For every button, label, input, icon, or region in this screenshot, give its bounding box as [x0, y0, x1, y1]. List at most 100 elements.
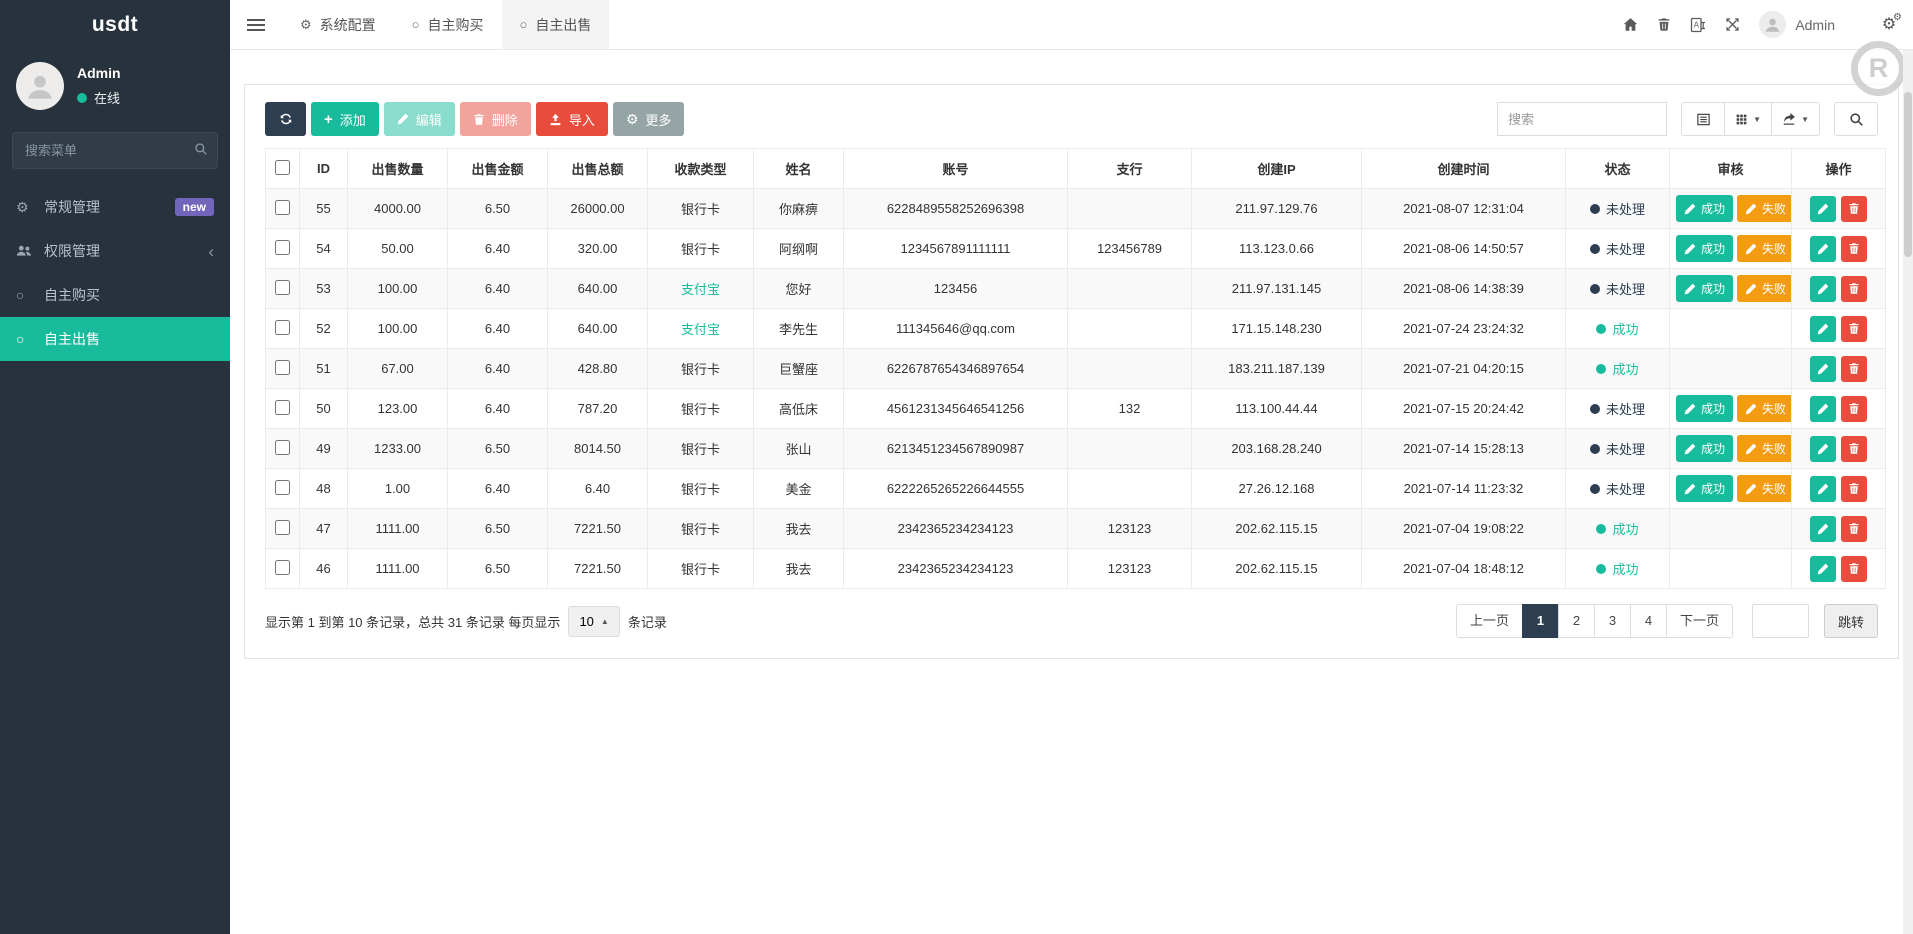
row-checkbox[interactable]	[275, 319, 290, 335]
audit-success-button[interactable]: 成功	[1676, 235, 1734, 262]
cell-status: 未处理	[1565, 428, 1670, 469]
row-checkbox[interactable]	[275, 279, 290, 295]
cell-account: 6226787654346897654	[843, 348, 1068, 389]
audit-success-button[interactable]: 成功	[1676, 195, 1734, 222]
column-header[interactable]: 出售数量	[347, 148, 448, 189]
audit-fail-button[interactable]: 失败	[1737, 275, 1791, 302]
row-delete-button[interactable]	[1841, 275, 1867, 302]
add-button[interactable]: + 添加	[311, 102, 379, 136]
row-edit-button[interactable]	[1810, 435, 1836, 462]
row-checkbox[interactable]	[275, 199, 290, 215]
sidebar-search-input[interactable]	[12, 132, 218, 169]
row-edit-button[interactable]	[1810, 195, 1836, 222]
column-header[interactable]: 出售总额	[547, 148, 648, 189]
column-header[interactable]: 收款类型	[647, 148, 754, 189]
column-header[interactable]: ID	[299, 148, 348, 189]
scrollbar-thumb[interactable]	[1904, 92, 1912, 257]
sidebar-toggle-button[interactable]	[230, 0, 282, 49]
import-button[interactable]: 导入	[535, 102, 608, 136]
column-header[interactable]: 创建IP	[1191, 148, 1362, 189]
scrollbar[interactable]	[1903, 50, 1913, 934]
row-delete-button[interactable]	[1841, 315, 1867, 342]
next-page-button[interactable]: 下一页	[1665, 604, 1733, 638]
export-button[interactable]: ▼	[1772, 102, 1820, 136]
tab-self-buy[interactable]: ○ 自主购买	[394, 0, 502, 49]
edit-button[interactable]: 编辑	[383, 102, 455, 136]
row-delete-button[interactable]	[1841, 435, 1867, 462]
search-submit-button[interactable]	[1834, 102, 1878, 136]
row-delete-button[interactable]	[1841, 555, 1867, 582]
home-button[interactable]	[1613, 0, 1647, 50]
row-delete-button[interactable]	[1841, 475, 1867, 502]
navbar-username[interactable]: Admin	[1795, 16, 1835, 33]
row-delete-button[interactable]	[1841, 355, 1867, 382]
row-edit-button[interactable]	[1810, 275, 1836, 302]
prev-page-button[interactable]: 上一页	[1455, 604, 1523, 638]
audit-success-button[interactable]: 成功	[1676, 275, 1734, 302]
audit-success-button[interactable]: 成功	[1676, 475, 1734, 502]
sidebar-item-self-buy[interactable]: ○ 自主购买	[0, 273, 230, 317]
page-number-button[interactable]: 3	[1593, 604, 1631, 638]
columns-button[interactable]: ▼	[1725, 102, 1773, 136]
fullscreen-button[interactable]	[1715, 0, 1749, 50]
sidebar-item-self-sell[interactable]: ○ 自主出售	[0, 317, 230, 361]
row-edit-button[interactable]	[1810, 515, 1836, 542]
navbar-avatar[interactable]	[1759, 11, 1787, 38]
row-edit-button[interactable]	[1810, 235, 1836, 262]
row-checkbox[interactable]	[275, 439, 290, 455]
jump-button[interactable]: 跳转	[1823, 604, 1878, 638]
column-header[interactable]: 操作	[1791, 148, 1886, 189]
row-delete-button[interactable]	[1841, 195, 1867, 222]
row-delete-button[interactable]	[1841, 395, 1867, 422]
column-header[interactable]: 支行	[1067, 148, 1192, 189]
sidebar-item-general[interactable]: ⚙ 常规管理 new	[0, 185, 230, 229]
audit-fail-button[interactable]: 失败	[1737, 195, 1791, 222]
paging-toggle-button[interactable]	[1681, 102, 1726, 136]
row-checkbox[interactable]	[275, 479, 290, 495]
audit-fail-button[interactable]: 失败	[1737, 435, 1791, 462]
page-number-button[interactable]: 1	[1521, 604, 1559, 638]
select-all-checkbox[interactable]	[275, 159, 290, 175]
row-checkbox[interactable]	[275, 559, 290, 575]
row-edit-button[interactable]	[1810, 475, 1836, 502]
column-header[interactable]: 账号	[843, 148, 1068, 189]
settings-button[interactable]: ⚙ ⚙	[1877, 0, 1902, 50]
audit-success-button[interactable]: 成功	[1676, 435, 1734, 462]
column-header[interactable]: 创建时间	[1361, 148, 1566, 189]
column-header[interactable]: 出售金额	[447, 148, 548, 189]
refresh-button[interactable]	[265, 102, 306, 136]
clear-cache-button[interactable]	[1647, 0, 1681, 50]
row-delete-button[interactable]	[1841, 515, 1867, 542]
column-header[interactable]: 审核	[1669, 148, 1792, 189]
cell-id: 52	[299, 308, 348, 349]
audit-fail-button[interactable]: 失败	[1737, 235, 1791, 262]
row-checkbox[interactable]	[275, 519, 290, 535]
row-checkbox[interactable]	[275, 239, 290, 255]
row-edit-button[interactable]	[1810, 315, 1836, 342]
table-search-input[interactable]	[1497, 102, 1668, 136]
jump-page-input[interactable]	[1751, 604, 1809, 638]
row-edit-button[interactable]	[1810, 555, 1836, 582]
tab-system-config[interactable]: ⚙ 系统配置	[282, 0, 394, 49]
row-checkbox[interactable]	[275, 359, 290, 375]
pager: 上一页 1 2 3 4 下一页 跳转	[1455, 604, 1878, 638]
column-header[interactable]: 状态	[1565, 148, 1670, 189]
language-button[interactable]: A	[1681, 0, 1715, 50]
column-header[interactable]: 姓名	[753, 148, 844, 189]
tab-self-sell[interactable]: ○ 自主出售	[501, 0, 610, 49]
page-number-button[interactable]: 2	[1557, 604, 1595, 638]
sidebar-item-permissions[interactable]: 权限管理 ‹	[0, 229, 230, 273]
row-edit-button[interactable]	[1810, 395, 1836, 422]
row-checkbox[interactable]	[275, 399, 290, 415]
row-delete-button[interactable]	[1841, 235, 1867, 262]
page-size-dropdown[interactable]: 10 ▲	[568, 605, 620, 637]
cell-id: 47	[299, 508, 348, 549]
cell-price: 6.50	[447, 188, 548, 229]
audit-fail-button[interactable]: 失败	[1737, 475, 1791, 502]
page-number-button[interactable]: 4	[1629, 604, 1667, 638]
audit-fail-button[interactable]: 失败	[1737, 395, 1791, 422]
more-button[interactable]: ⚙ 更多	[612, 102, 685, 136]
audit-success-button[interactable]: 成功	[1676, 395, 1734, 422]
delete-button[interactable]: 删除	[459, 102, 531, 136]
row-edit-button[interactable]	[1810, 355, 1836, 382]
